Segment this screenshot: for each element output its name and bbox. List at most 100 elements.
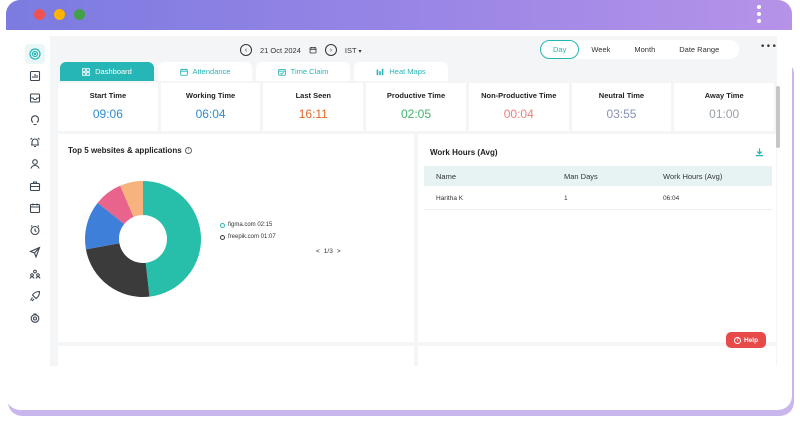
stat-value: 09:06 [92, 107, 123, 121]
range-selector: Day Week Month Date Range [540, 40, 740, 59]
send-icon[interactable] [25, 242, 45, 262]
pager-indicator: 1/3 [323, 248, 333, 255]
next-day-button[interactable]: › [324, 44, 337, 56]
prev-day-button[interactable]: ‹ [240, 44, 252, 56]
tab-dashboard[interactable]: Dashboard [60, 62, 154, 81]
stat-value: 01:00 [709, 107, 740, 121]
tab-label: Heat Maps [389, 67, 426, 76]
selected-date[interactable]: 21 Oct 2024 [260, 45, 301, 55]
top-websites-title: Top 5 websites & applications [68, 146, 182, 155]
gear-icon[interactable] [25, 308, 45, 328]
maximize-dot[interactable] [74, 9, 85, 20]
tab-time-claim[interactable]: Time Claim [256, 62, 350, 81]
stat-label: Away Time [704, 91, 744, 100]
calendar-picker-icon[interactable] [309, 46, 317, 54]
bar-chart-icon [376, 68, 384, 75]
help-button[interactable]: ? Help [726, 332, 766, 348]
legend-dot [220, 222, 225, 228]
legend-item: figma.com 02:15 [220, 222, 276, 228]
legend-dot [220, 234, 225, 240]
app-window: ‹ 21 Oct 2024 › IST ▾ Day Week Month Dat… [6, 0, 792, 410]
timezone-value: IST [344, 45, 357, 55]
user-icon[interactable] [25, 154, 45, 174]
pager-prev-button[interactable]: < [316, 248, 320, 255]
stat-label: Working Time [185, 91, 236, 100]
stat-last-seen: Last Seen 16:11 [263, 83, 364, 131]
range-date-range-button[interactable]: Date Range [679, 45, 720, 54]
tab-attendance[interactable]: Attendance [158, 62, 252, 81]
grid-icon [82, 67, 90, 76]
clock-icon[interactable] [25, 220, 45, 240]
tab-label: Dashboard [95, 67, 132, 76]
stat-label: Last Seen [295, 91, 332, 100]
cell-man-days: 1 [564, 195, 568, 202]
legend-pager: < 1/3 > [316, 248, 341, 255]
bottom-right-card [418, 346, 776, 366]
tab-bar: Dashboard Attendance Time Claim Heat Map… [60, 62, 448, 81]
window-menu-icon[interactable] [756, 5, 762, 25]
table-header: Name Man Days Work Hours (Avg) [424, 166, 772, 186]
alarm-icon[interactable] [25, 132, 45, 152]
stat-value: 06:04 [195, 107, 226, 121]
column-header-man-days[interactable]: Man Days [564, 171, 598, 181]
websites-pie-chart [85, 181, 202, 297]
stat-value: 03:55 [606, 107, 637, 121]
pie-slice-2[interactable] [85, 243, 150, 297]
pie-slice-1[interactable] [143, 181, 202, 297]
work-hours-title: Work Hours (Avg) [430, 148, 498, 157]
pie-slice-3[interactable] [85, 202, 125, 250]
title-bar [6, 0, 792, 30]
info-icon[interactable]: i [184, 147, 192, 155]
stat-label: Neutral Time [598, 91, 645, 100]
stat-non-productive-time: Non-Productive Time 00:04 [468, 83, 569, 131]
target-icon[interactable] [25, 44, 45, 64]
range-day-button[interactable]: Day [540, 40, 580, 59]
stat-working-time: Working Time 06:04 [160, 83, 261, 131]
stat-value: 16:11 [298, 107, 328, 121]
tab-heat-maps[interactable]: Heat Maps [354, 62, 448, 81]
table-row[interactable]: Haritha K 1 06:04 [424, 188, 772, 210]
stat-label: Start Time [89, 91, 127, 100]
team-icon[interactable] [25, 264, 45, 284]
more-options-button[interactable]: ••• [760, 42, 778, 52]
close-dot[interactable] [34, 9, 45, 20]
range-month-button[interactable]: Month [634, 45, 656, 54]
calendar-icon[interactable] [25, 198, 45, 218]
calendar-check-icon [277, 68, 286, 76]
stat-value: 02:05 [401, 107, 432, 121]
chevron-down-icon: ▾ [358, 48, 362, 55]
timezone-select[interactable]: IST ▾ [345, 46, 362, 55]
minimize-dot[interactable] [54, 9, 65, 20]
work-hours-card: Work Hours (Avg) Name Man Days Work Hour… [418, 134, 776, 342]
help-icon: ? [733, 336, 741, 344]
stat-neutral-time: Neutral Time 03:55 [571, 83, 672, 131]
report-icon[interactable] [25, 66, 45, 86]
briefcase-icon[interactable] [25, 176, 45, 196]
legend-label: freepik.com 01:07 [228, 234, 276, 240]
chart-legend: figma.com 02:15 freepik.com 01:07 [220, 222, 276, 246]
content-scrollbar[interactable] [776, 86, 780, 148]
tab-label: Time Claim [290, 67, 329, 76]
cell-name: Haritha K [436, 195, 464, 202]
range-week-button[interactable]: Week [591, 45, 611, 54]
legend-item: freepik.com 01:07 [220, 234, 276, 240]
pager-next-button[interactable]: > [336, 248, 341, 255]
stat-value: 00:04 [503, 107, 534, 121]
inbox-icon[interactable] [25, 88, 45, 108]
column-header-name[interactable]: Name [436, 171, 457, 181]
rocket-icon[interactable] [25, 286, 45, 306]
card-title: Top 5 websites & applications i [68, 146, 192, 155]
pie-slice-5[interactable] [120, 181, 143, 217]
sidebar [22, 44, 48, 354]
download-icon[interactable] [755, 147, 764, 157]
pie-slice-4[interactable] [97, 185, 134, 225]
bottom-left-card [58, 346, 414, 366]
calendar-icon [179, 68, 188, 76]
stat-label: Productive Time [386, 91, 446, 100]
column-header-work-hours[interactable]: Work Hours (Avg) [663, 171, 723, 181]
legend-label: figma.com 02:15 [228, 222, 273, 228]
stat-away-time: Away Time 01:00 [674, 83, 775, 131]
help-label: Help [743, 336, 759, 344]
bulb-icon[interactable] [25, 110, 45, 130]
stats-row: Start Time 09:06 Working Time 06:04 Last… [58, 83, 775, 131]
